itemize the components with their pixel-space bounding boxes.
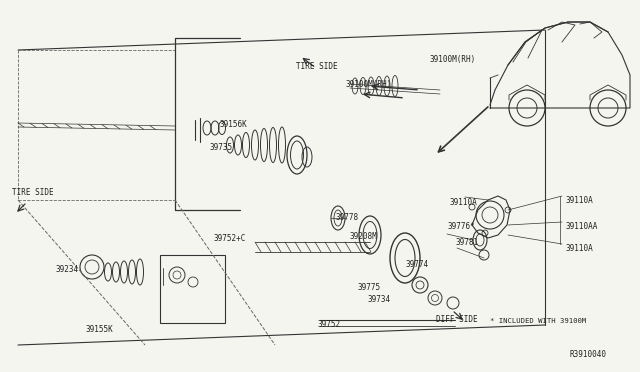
Text: 39778: 39778 xyxy=(336,213,359,222)
Text: 39752+C: 39752+C xyxy=(213,234,245,243)
Text: 39234: 39234 xyxy=(55,265,78,274)
Text: TIRE SIDE: TIRE SIDE xyxy=(296,62,338,71)
Text: DIFF SIDE: DIFF SIDE xyxy=(436,315,477,324)
Text: R3910040: R3910040 xyxy=(570,350,607,359)
Text: 39110A: 39110A xyxy=(565,196,593,205)
Text: 39110A: 39110A xyxy=(450,198,477,207)
Text: 39781: 39781 xyxy=(455,238,478,247)
Text: 39100M(RH): 39100M(RH) xyxy=(430,55,476,64)
Bar xyxy=(160,255,225,323)
Text: TIRE SIDE: TIRE SIDE xyxy=(12,188,54,197)
Text: 39155K: 39155K xyxy=(85,325,113,334)
Text: 39752: 39752 xyxy=(318,320,341,329)
Text: 39775: 39775 xyxy=(358,283,381,292)
Text: * INCLUDED WITH 39100M: * INCLUDED WITH 39100M xyxy=(490,318,586,324)
Text: 39734: 39734 xyxy=(368,295,391,304)
Text: 39100M(RH): 39100M(RH) xyxy=(345,80,391,89)
Text: 39110A: 39110A xyxy=(565,244,593,253)
Text: 39156K: 39156K xyxy=(220,120,248,129)
Text: 39110AA: 39110AA xyxy=(565,222,597,231)
Text: 39208M: 39208M xyxy=(350,232,378,241)
Text: 39776*: 39776* xyxy=(447,222,475,231)
Text: 39735: 39735 xyxy=(210,143,233,152)
Text: 39774: 39774 xyxy=(405,260,428,269)
